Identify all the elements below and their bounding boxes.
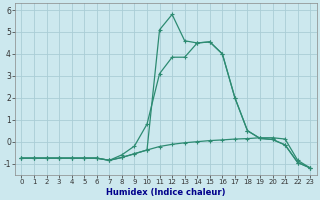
- X-axis label: Humidex (Indice chaleur): Humidex (Indice chaleur): [106, 188, 226, 197]
